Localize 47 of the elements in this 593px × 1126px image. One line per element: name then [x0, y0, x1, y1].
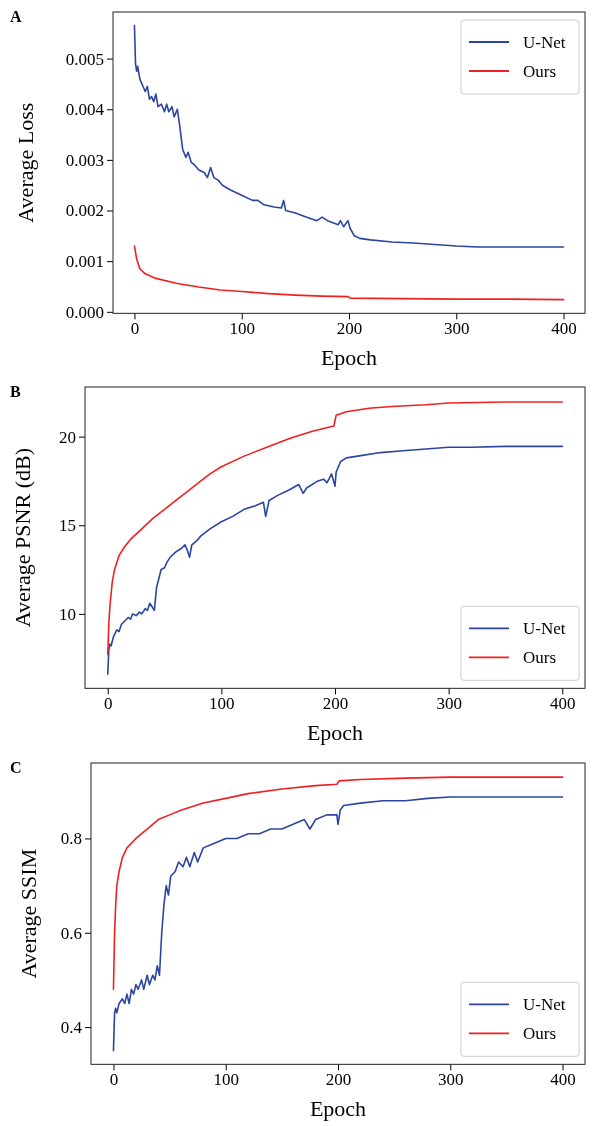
- x-tick-label: 400: [550, 694, 576, 714]
- legend-label: Ours: [523, 648, 557, 668]
- legend-label: U-Net: [523, 994, 566, 1014]
- y-tick-label: 0.8: [60, 829, 82, 849]
- legend-label: Ours: [523, 62, 557, 81]
- y-tick-label: 0.6: [60, 923, 82, 943]
- y-tick-label: 0.4: [60, 1017, 83, 1037]
- y-axis-title: Average PSNR (dB): [10, 448, 35, 628]
- x-tick-label: 300: [444, 319, 470, 339]
- legend-label: U-Net: [523, 33, 566, 52]
- line-series: [112, 795, 564, 1052]
- y-tick-label: 0.003: [65, 150, 104, 170]
- x-tick-label: 200: [322, 694, 349, 714]
- y-tick-label: 15: [59, 516, 76, 536]
- x-axis-title: Epoch: [306, 720, 364, 746]
- y-axis-title: Average SSIM: [16, 848, 41, 979]
- x-tick-label: 100: [209, 694, 235, 714]
- x-tick-label: 400: [550, 1070, 576, 1090]
- chart-title: A: [10, 8, 22, 25]
- x-tick-label: 400: [551, 319, 577, 339]
- x-axis-title: Epoch: [309, 1095, 367, 1121]
- line-series: [112, 776, 564, 990]
- x-tick-label: 100: [213, 1070, 239, 1090]
- legend-label: Ours: [523, 1023, 557, 1043]
- chart-title: B: [10, 383, 21, 401]
- y-axis-title: Average Loss: [13, 102, 38, 223]
- x-axis-title: Epoch: [320, 345, 378, 371]
- x-tick-label: 300: [436, 694, 462, 714]
- y-tick-label: 20: [59, 427, 76, 447]
- x-tick-label: 0: [103, 694, 113, 714]
- line-series: [133, 245, 565, 301]
- y-tick-label: 0.002: [65, 201, 104, 221]
- y-tick-label: 0.000: [65, 302, 104, 322]
- x-tick-label: 0: [109, 1070, 119, 1090]
- x-tick-label: 0: [130, 319, 140, 339]
- chart-title: C: [10, 758, 22, 776]
- x-tick-label: 200: [336, 319, 363, 339]
- y-tick-label: 0.001: [65, 252, 104, 272]
- x-tick-label: 200: [325, 1070, 352, 1090]
- line-series: [133, 24, 565, 248]
- legend-label: U-Net: [523, 619, 566, 639]
- x-tick-label: 300: [438, 1070, 464, 1090]
- y-tick-label: 10: [59, 605, 76, 625]
- x-tick-label: 100: [229, 319, 255, 339]
- line-series: [106, 445, 564, 676]
- y-tick-label: 0.004: [65, 100, 105, 120]
- y-tick-label: 0.005: [65, 49, 104, 69]
